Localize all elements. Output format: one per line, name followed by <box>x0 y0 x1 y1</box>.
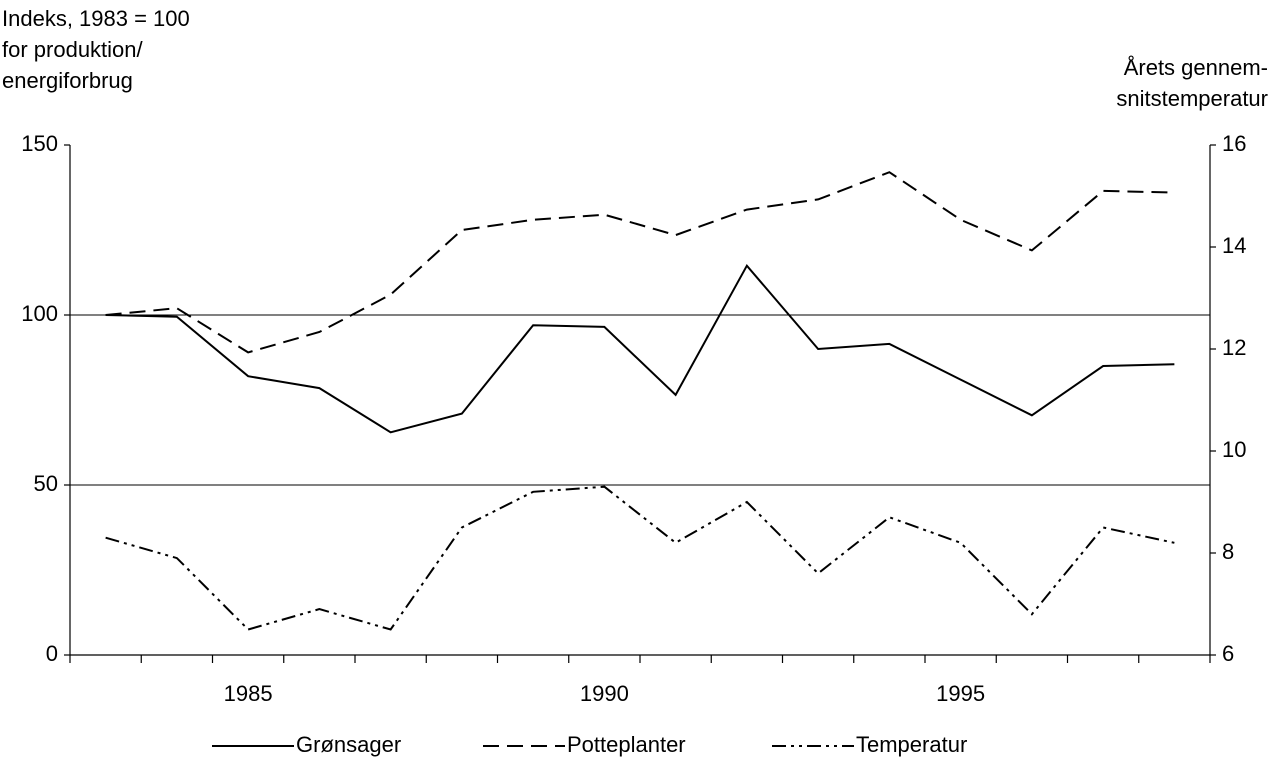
series-line <box>105 263 1175 434</box>
series-line <box>105 171 1175 354</box>
x-tick-label: 1995 <box>936 681 985 706</box>
y2-tick-label: 12 <box>1222 335 1246 360</box>
y2-tick-label: 6 <box>1222 641 1234 666</box>
y-axis-title: energiforbrug <box>2 68 133 93</box>
x-tick-label: 1990 <box>580 681 629 706</box>
legend-label: Potteplanter <box>567 732 686 757</box>
y2-tick-label: 14 <box>1222 233 1246 258</box>
y2-axis-title: snitstemperatur <box>1116 86 1268 111</box>
x-tick-label: 1985 <box>224 681 273 706</box>
y2-tick-label: 10 <box>1222 437 1246 462</box>
legend-label: Temperatur <box>856 732 967 757</box>
y-axis-title: for produktion/ <box>2 37 144 62</box>
y-tick-label: 150 <box>21 131 58 156</box>
y-tick-label: 100 <box>21 301 58 326</box>
y-axis-title: Indeks, 1983 = 100 <box>2 6 190 31</box>
y2-axis-title: Årets gennem- <box>1124 55 1268 80</box>
y-tick-label: 50 <box>34 471 58 496</box>
y-tick-label: 0 <box>46 641 58 666</box>
y2-tick-label: 16 <box>1222 131 1246 156</box>
legend-label: Grønsager <box>296 732 401 757</box>
y2-tick-label: 8 <box>1222 539 1234 564</box>
series-line <box>105 485 1175 631</box>
